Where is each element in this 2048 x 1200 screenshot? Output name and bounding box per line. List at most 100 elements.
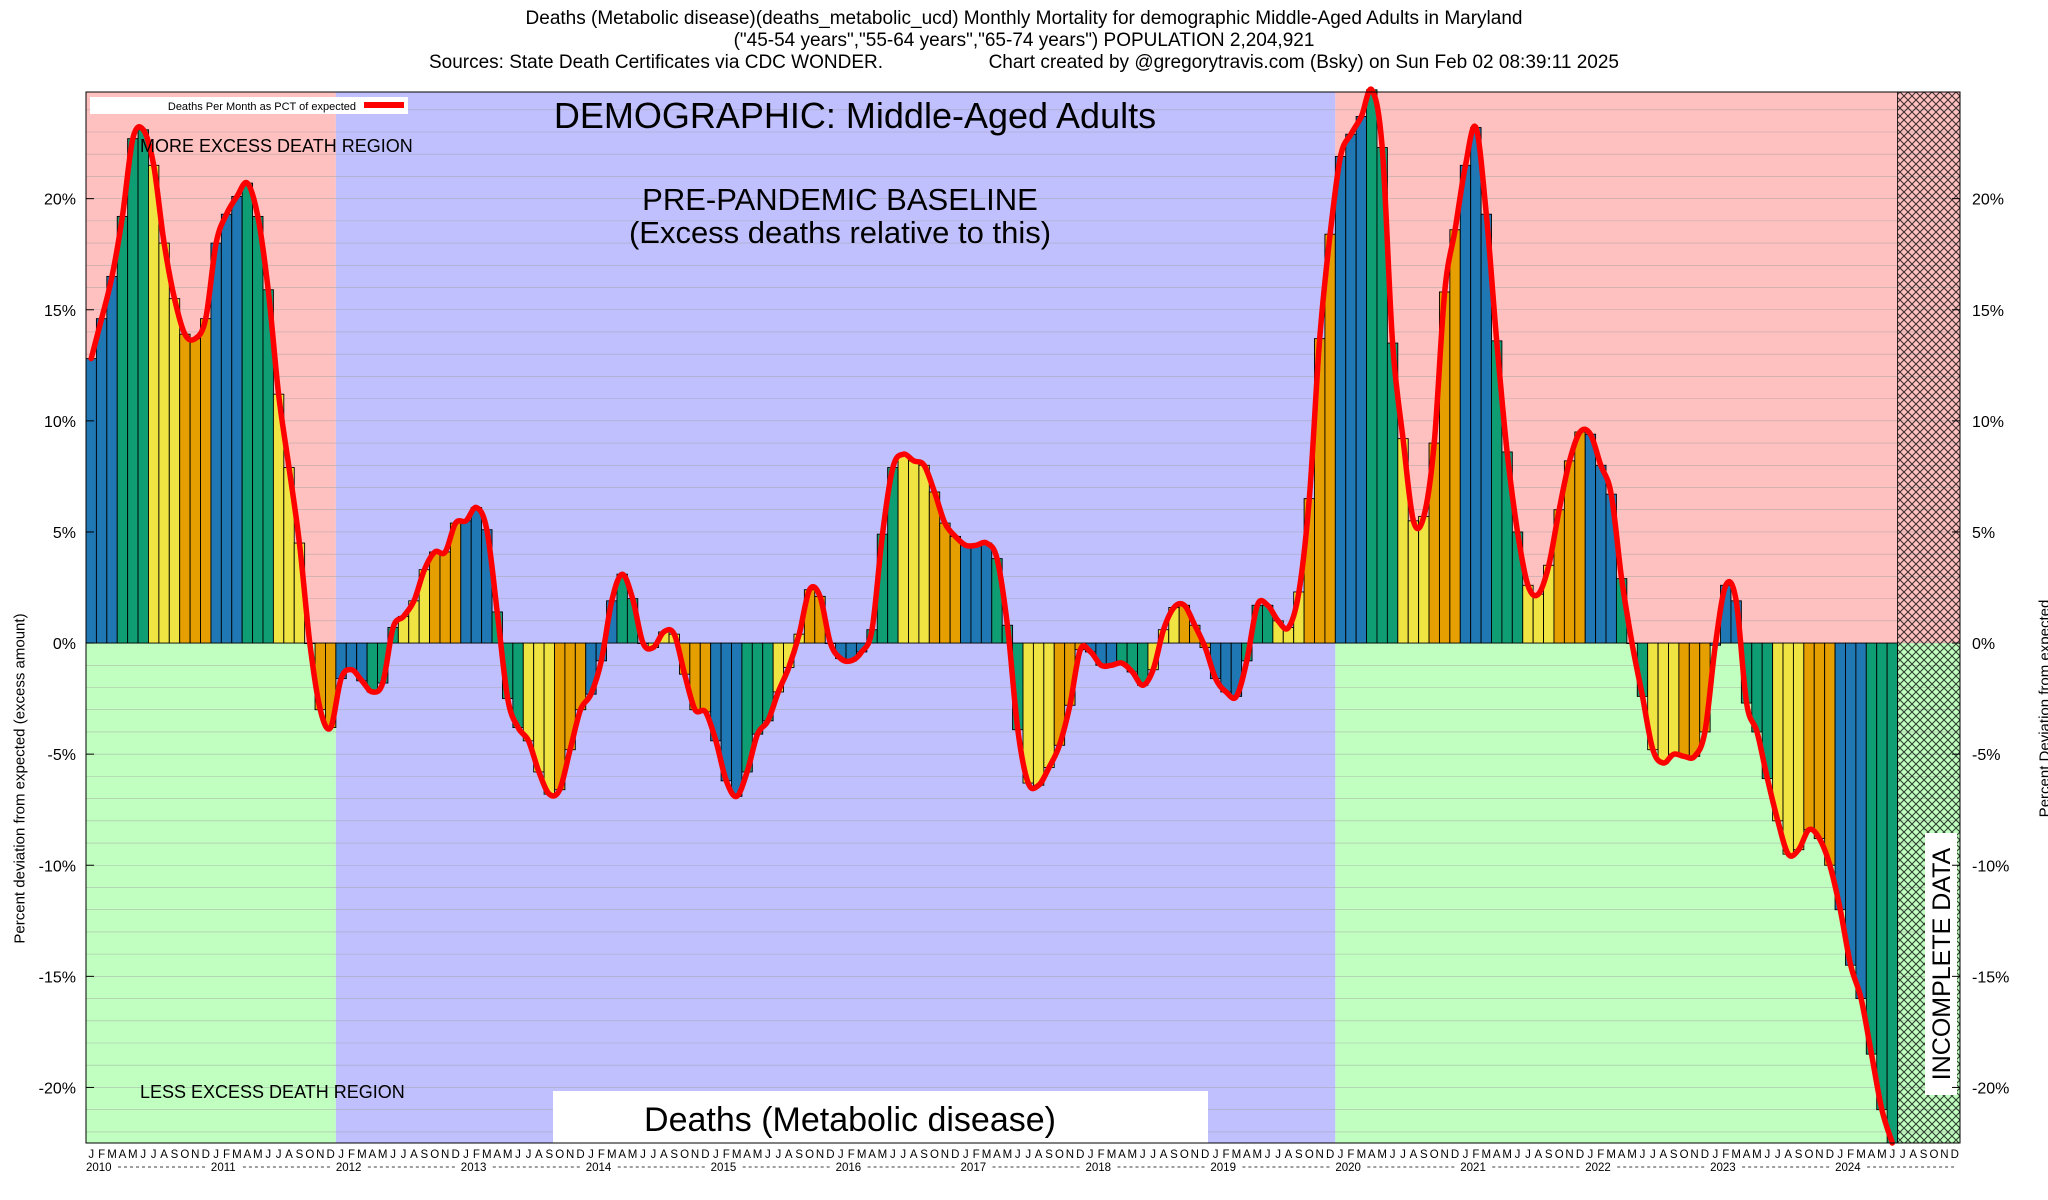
x-tick-label: J <box>890 1149 896 1161</box>
x-tick-label: S <box>1420 1149 1428 1161</box>
x-tick-label: M <box>1627 1149 1637 1161</box>
x-tick-label: D <box>1326 1149 1334 1161</box>
demographic-label: DEMOGRAPHIC: Middle-Aged Adults <box>554 95 1156 136</box>
x-tick-label: O <box>930 1149 939 1161</box>
x-tick-label: A <box>1659 1149 1667 1161</box>
x-year-label: 2013 <box>461 1162 487 1174</box>
bar <box>1824 642 1836 866</box>
x-tick-label: M <box>232 1149 242 1161</box>
incomplete-data-label: INCOMPLETE DATA <box>1928 847 1956 1080</box>
x-year-label: 2024 <box>1835 1162 1861 1174</box>
bar <box>1366 89 1378 644</box>
x-tick-label: J <box>1463 1149 1469 1161</box>
x-tick-label: J <box>713 1149 719 1161</box>
chart-title: Deaths (Metabolic disease)(deaths_metabo… <box>525 8 1523 29</box>
bar <box>1324 233 1336 644</box>
less-excess-label: LESS EXCESS DEATH REGION <box>140 1082 405 1102</box>
x-year-label: 2019 <box>1210 1162 1236 1174</box>
x-tick-label: M <box>1252 1149 1262 1161</box>
bar <box>1449 229 1461 644</box>
credit-text: Chart created by @gregorytravis.com (Bsk… <box>988 52 1620 73</box>
x-tick-label: D <box>576 1149 584 1161</box>
x-tick-label: J <box>265 1149 271 1161</box>
x-tick-label: F <box>1597 1149 1604 1161</box>
x-tick-label: A <box>368 1149 376 1161</box>
x-tick-label: O <box>805 1149 814 1161</box>
x-tick-label: A <box>1118 1149 1126 1161</box>
legend-label: Deaths Per Month as PCT of expected <box>168 101 356 113</box>
x-tick-label: A <box>660 1149 668 1161</box>
bar <box>949 535 961 644</box>
x-tick-label: D <box>1201 1149 1209 1161</box>
x-tick-label: O <box>680 1149 689 1161</box>
x-tick-label: D <box>1826 1149 1834 1161</box>
bar <box>1355 115 1368 644</box>
x-tick-label: J <box>1640 1149 1646 1161</box>
x-tick-label: J <box>1765 1149 1771 1161</box>
x-tick-label: N <box>1440 1149 1448 1161</box>
x-tick-label: A <box>1243 1149 1251 1161</box>
less-excess-region <box>86 643 336 1143</box>
y-tick-label: 5% <box>53 525 76 542</box>
cause-box-label: Deaths (Metabolic disease) <box>644 1101 1056 1139</box>
x-tick-label: D <box>1951 1149 1959 1161</box>
x-tick-label: A <box>993 1149 1001 1161</box>
bar <box>220 213 233 644</box>
x-tick-label: J <box>526 1149 532 1161</box>
bar <box>1407 520 1420 644</box>
bar <box>1855 642 1867 1000</box>
bar <box>1574 431 1586 644</box>
x-tick-label: S <box>1545 1149 1553 1161</box>
x-tick-label: A <box>1410 1149 1418 1161</box>
bar <box>908 460 920 644</box>
x-tick-label: M <box>857 1149 867 1161</box>
x-tick-label: M <box>628 1149 638 1161</box>
x-tick-label: J <box>338 1149 344 1161</box>
bar <box>210 242 222 644</box>
x-tick-label: A <box>119 1149 127 1161</box>
x-tick-label: N <box>1191 1149 1199 1161</box>
x-tick-label: S <box>1795 1149 1803 1161</box>
x-year-label: 2021 <box>1460 1162 1486 1174</box>
x-tick-label: O <box>305 1149 314 1161</box>
deviation-line <box>88 86 1896 1146</box>
bar <box>1668 642 1680 755</box>
bar <box>1834 642 1846 911</box>
x-year-label: 2020 <box>1335 1162 1361 1174</box>
x-year-label: 2012 <box>336 1162 362 1174</box>
x-tick-label: S <box>1670 1149 1678 1161</box>
y-tick-label-right: 10% <box>1972 414 2004 431</box>
y-tick-label-right: 0% <box>1972 636 1995 653</box>
bar <box>95 318 108 644</box>
x-tick-label: F <box>723 1149 730 1161</box>
x-tick-label: F <box>848 1149 855 1161</box>
x-tick-label: N <box>691 1149 699 1161</box>
x-tick-label: O <box>1929 1149 1938 1161</box>
x-tick-label: J <box>515 1149 521 1161</box>
x-tick-label: F <box>1847 1149 1854 1161</box>
x-tick-label: F <box>223 1149 230 1161</box>
x-tick-label: M <box>1856 1149 1866 1161</box>
x-tick-label: M <box>1606 1149 1616 1161</box>
x-tick-label: M <box>1731 1149 1741 1161</box>
x-tick-label: A <box>1535 1149 1543 1161</box>
x-tick-label: J <box>140 1149 146 1161</box>
bar <box>1803 642 1815 831</box>
x-tick-label: J <box>838 1149 844 1161</box>
x-tick-label: N <box>816 1149 824 1161</box>
y-tick-label-right: -15% <box>1972 969 2009 986</box>
x-tick-label: S <box>1920 1149 1928 1161</box>
bar <box>1043 642 1055 768</box>
x-tick-label: A <box>743 1149 751 1161</box>
x-tick-label: M <box>107 1149 117 1161</box>
x-year-label: 2014 <box>586 1162 612 1174</box>
x-tick-label: D <box>826 1149 834 1161</box>
bar <box>106 275 118 644</box>
x-tick-label: D <box>1451 1149 1459 1161</box>
x-tick-label: S <box>421 1149 429 1161</box>
y-tick-label: 0% <box>53 636 76 653</box>
bar <box>1678 642 1690 757</box>
x-tick-label: F <box>1098 1149 1105 1161</box>
x-tick-label: M <box>1232 1149 1242 1161</box>
